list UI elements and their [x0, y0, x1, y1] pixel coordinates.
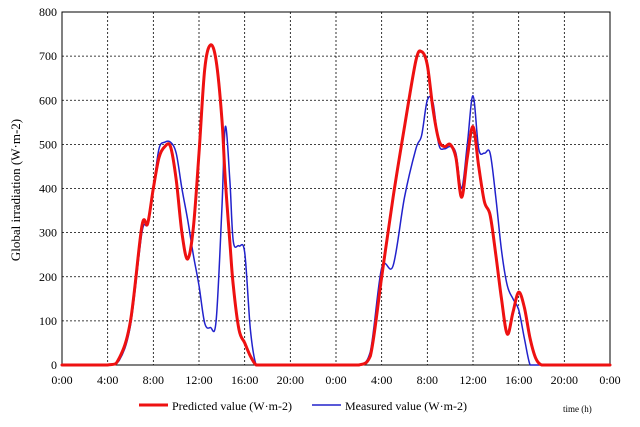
legend-label-measured: Measured value (W·m-2)	[345, 399, 467, 413]
x-tick-label: 12:00	[459, 373, 486, 387]
legend-label-predicted: Predicted value (W·m-2)	[172, 399, 292, 413]
x-axis-label: time (h)	[563, 404, 592, 414]
y-axis-ticks: 0 100 200 300 400 500 600 700 800	[39, 5, 57, 372]
x-tick-label: 0:00	[325, 373, 346, 387]
series-line-predicted	[60, 43, 612, 367]
legend: Predicted value (W·m-2) Measured value (…	[139, 399, 467, 413]
x-tick-label: 16:00	[231, 373, 258, 387]
x-axis-ticks: 0:00 4:00 8:00 12:00 16:00 20:00 0:00 4:00 8:00 1…	[51, 373, 620, 387]
y-tick-label: 400	[39, 182, 57, 196]
y-tick-label: 100	[39, 314, 57, 328]
y-tick-label: 600	[39, 93, 57, 107]
x-tick-label: 8:00	[143, 373, 164, 387]
x-tick-label: 20:00	[277, 373, 304, 387]
y-tick-label: 0	[51, 358, 57, 372]
y-tick-label: 500	[39, 137, 57, 151]
y-tick-label: 700	[39, 49, 57, 63]
x-tick-label: 4:00	[371, 373, 392, 387]
y-tick-label: 200	[39, 270, 57, 284]
x-tick-label: 12:00	[185, 373, 212, 387]
x-tick-label: 4:00	[97, 373, 118, 387]
y-tick-label: 800	[39, 5, 57, 19]
x-tick-label: 20:00	[551, 373, 578, 387]
grid-lines	[62, 12, 610, 365]
x-tick-label: 0:00	[599, 373, 620, 387]
series-group	[60, 43, 612, 367]
x-tick-label: 0:00	[51, 373, 72, 387]
x-tick-label: 8:00	[417, 373, 438, 387]
y-axis-label: Global irradiation (W·m-2)	[8, 119, 23, 261]
x-tick-label: 16:00	[505, 373, 532, 387]
y-tick-label: 300	[39, 226, 57, 240]
